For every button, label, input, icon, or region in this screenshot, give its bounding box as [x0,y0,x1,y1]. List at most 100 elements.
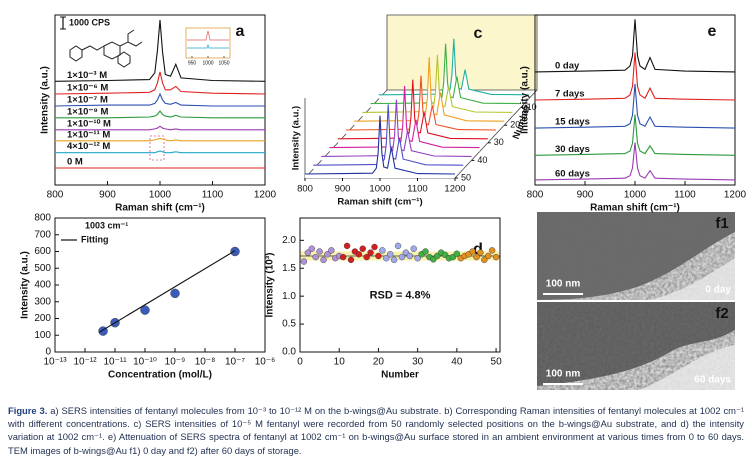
panel-label: a [236,23,245,40]
x-tick-label: 1200 [254,190,277,201]
data-point [410,245,417,252]
data-point [422,248,429,255]
spectrum-line [534,83,736,129]
caption-text: a) SERS intensities of fentanyl molecule… [8,405,745,456]
x-tick-label: 10⁻⁷ [225,357,245,368]
series-label: 1×10⁻³ M [67,70,107,81]
x-tick-label: 10 [334,357,346,368]
series-label: 15 days [555,117,590,128]
y-tick-label: 800 [34,213,51,224]
x-axis-label: Raman shift (cm⁻¹) [115,203,205,214]
spectrum-fill [362,54,513,117]
legend-label: Fitting [81,234,109,244]
plot-frame [299,217,501,353]
inset-trace [187,30,229,41]
series-label: 0 M [67,157,83,168]
x-tick-label: 20 [373,357,385,368]
y-tick-label: 100 [34,330,51,341]
data-point [485,252,492,260]
caption: Figure 3. a) SERS intensities of fentany… [8,404,744,457]
panel-label: c [474,25,483,42]
tem-image-f1 [537,212,735,300]
back-plane [386,14,538,91]
data-point [339,253,347,261]
data-point [453,250,461,257]
caption-label: Figure 3. [8,405,48,416]
series-label: 0 day [555,60,580,71]
spectrum-fill [313,104,464,170]
scale-bar-label: 100 nm [546,279,581,290]
x-tick-label: 800 [527,190,544,201]
spectrum-line [534,142,736,181]
x-tick-label: 1200 [444,184,465,195]
inset-tick-label: 1000 [202,60,213,66]
x-tick-label: 50 [491,357,503,368]
series-label: 1×10⁻⁹ M [67,106,109,117]
x-tick-label: 1100 [202,190,224,201]
data-point [492,253,500,261]
series-label: 60 days [555,168,590,179]
x-tick-label: 1200 [724,190,747,201]
spectrum-line [54,20,266,82]
z-tick-label: 20 [510,120,520,130]
data-point [383,255,390,262]
z-tick-label: 50 [461,172,471,182]
y-tick-label: 700 [34,229,51,240]
data-point [140,305,150,315]
y-tick-label: 200 [34,313,51,324]
spectrum-fill [305,115,455,178]
x-tick-label: 10⁻¹³ [43,357,67,368]
data-point [363,253,370,261]
series-label: 7 days [555,89,585,100]
y-axis-label: Intensity (a.u.) [291,106,302,170]
highlight-box [149,135,165,161]
z-tick-label: 40 [477,155,487,165]
spectrum-fill [378,38,529,99]
tem-image-f2 [537,302,735,390]
x-axis-label: Concentration (mol/L) [108,370,212,381]
data-point [481,256,488,264]
y-axis-label: Intensity (a.u.) [40,66,51,134]
scale-bar-label: 1000 CPS [69,17,110,27]
series-label: 1×10⁻¹⁰ M [67,118,111,129]
x-tick-label: 10⁻¹¹ [103,357,127,368]
x-tick-label: 800 [297,184,313,195]
inset-tick-label: 1050 [218,60,229,66]
annotation: RSD = 4.8% [370,290,431,302]
x-tick-label: 10⁻¹² [73,357,97,368]
data-point [371,243,378,251]
x-axis-label: Raman shift (cm⁻¹) [337,197,422,208]
data-point [170,288,180,299]
x-tick-label: 30 [412,357,424,368]
spectrum-line [55,150,265,154]
x-tick-label: 1000 [624,190,647,201]
legend-label: 1003 cm⁻¹ [85,220,128,230]
y-tick-label: 0.5 [282,319,296,330]
data-point [328,247,335,254]
y-tick-label: 300 [34,296,51,307]
image-caption: 0 day [705,285,731,296]
series-label: 1×10⁻⁶ M [67,83,108,94]
data-point [355,251,363,258]
spectrum-line [534,52,736,101]
x-axis-label: Number [381,370,419,381]
data-point [414,255,421,262]
fit-line [99,250,236,333]
data-point [477,249,484,256]
data-point [386,251,394,258]
data-point [488,247,496,254]
y-tick-label: 400 [34,280,51,291]
panel-label: d [473,241,483,258]
series-label: 1×10⁻¹¹ M [67,129,110,140]
inset-trace [187,43,229,49]
scale-bar-label: 100 nm [546,369,581,380]
spectrum-line [534,114,736,156]
data-point [469,248,476,255]
spectrum-line [54,92,265,107]
image-label: f1 [715,215,728,232]
y-tick-label: 500 [34,263,51,274]
inset-tick-label: 950 [188,60,197,66]
data-point [473,253,480,261]
image-label: f2 [715,305,728,322]
